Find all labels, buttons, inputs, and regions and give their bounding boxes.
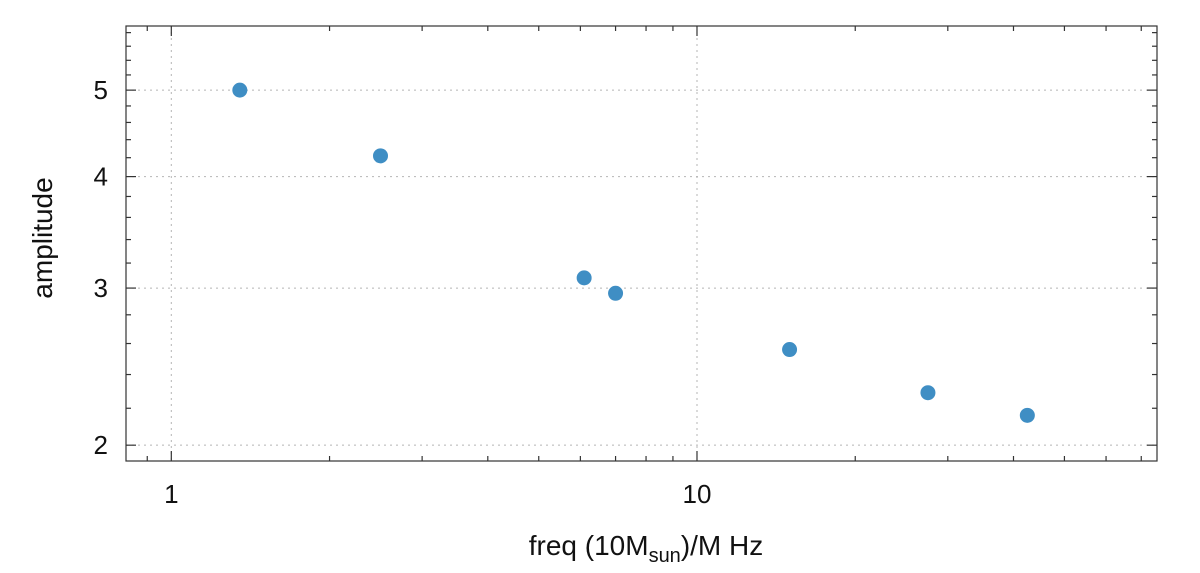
minor-ticks (126, 26, 1157, 461)
x-axis-label-main: freq (10M (529, 530, 649, 561)
data-points (232, 82, 1035, 423)
y-tick-label: 5 (94, 75, 108, 105)
data-point (920, 385, 936, 401)
data-point (1019, 407, 1035, 423)
x-tick-label: 10 (683, 479, 712, 509)
x-axis-label: freq (10Msun)/M Hz (529, 530, 764, 567)
y-tick-label: 3 (94, 273, 108, 303)
x-axis-label-tail: )/M Hz (681, 530, 763, 561)
grid-lines (126, 26, 1157, 461)
y-tick-label: 4 (94, 162, 108, 192)
data-point (608, 285, 624, 301)
x-axis-label-subscript: sun (649, 545, 681, 567)
tick-labels: 1 10 2 3 4 5 (94, 75, 712, 509)
data-point (232, 82, 248, 98)
plot-frame (125, 25, 1158, 462)
y-axis-label: amplitude (27, 177, 58, 298)
x-tick-label: 1 (164, 479, 178, 509)
data-point (782, 342, 798, 358)
data-point (576, 270, 592, 286)
y-tick-label: 2 (94, 430, 108, 460)
major-ticks (126, 26, 1157, 461)
data-point (372, 148, 388, 164)
